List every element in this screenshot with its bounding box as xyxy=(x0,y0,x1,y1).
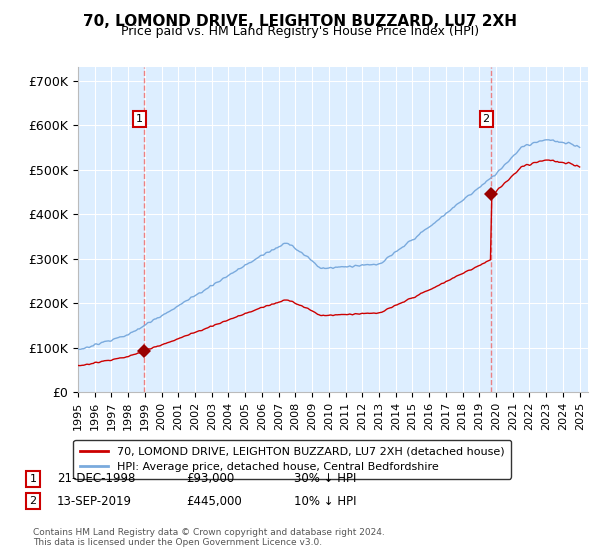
Text: 1: 1 xyxy=(136,114,143,124)
Text: Contains HM Land Registry data © Crown copyright and database right 2024.
This d: Contains HM Land Registry data © Crown c… xyxy=(33,528,385,547)
Text: £445,000: £445,000 xyxy=(186,494,242,508)
Text: 70, LOMOND DRIVE, LEIGHTON BUZZARD, LU7 2XH: 70, LOMOND DRIVE, LEIGHTON BUZZARD, LU7 … xyxy=(83,14,517,29)
Text: 13-SEP-2019: 13-SEP-2019 xyxy=(57,494,132,508)
Text: 1: 1 xyxy=(29,474,37,484)
Text: 21-DEC-1998: 21-DEC-1998 xyxy=(57,472,136,486)
Text: 30% ↓ HPI: 30% ↓ HPI xyxy=(294,472,356,486)
Text: Price paid vs. HM Land Registry's House Price Index (HPI): Price paid vs. HM Land Registry's House … xyxy=(121,25,479,38)
Text: 2: 2 xyxy=(482,114,490,124)
Text: 10% ↓ HPI: 10% ↓ HPI xyxy=(294,494,356,508)
Text: £93,000: £93,000 xyxy=(186,472,234,486)
Legend: 70, LOMOND DRIVE, LEIGHTON BUZZARD, LU7 2XH (detached house), HPI: Average price: 70, LOMOND DRIVE, LEIGHTON BUZZARD, LU7 … xyxy=(73,440,511,479)
Text: 2: 2 xyxy=(29,496,37,506)
